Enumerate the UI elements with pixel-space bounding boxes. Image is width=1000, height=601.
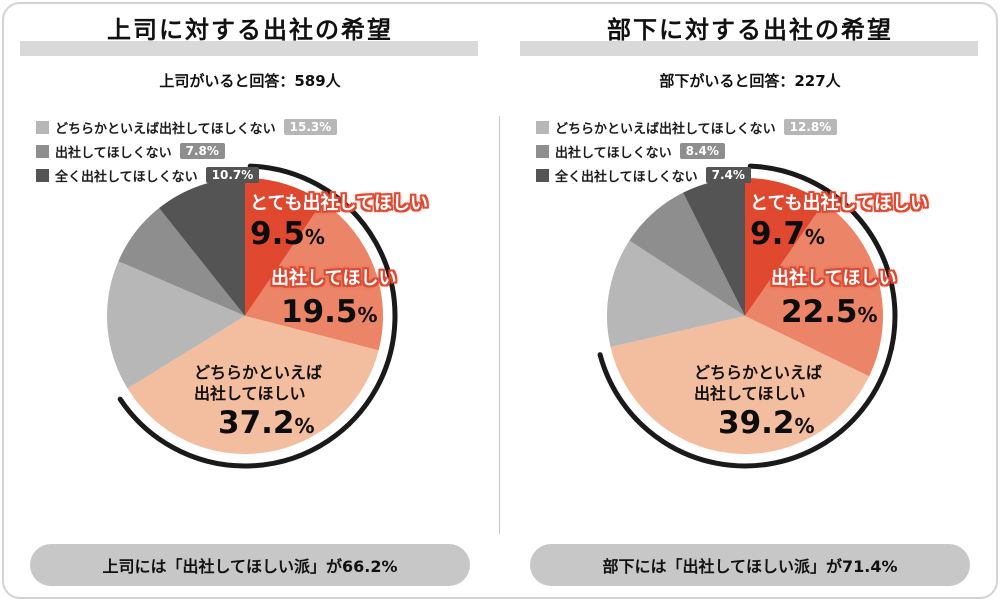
legend-item: 出社してほしくない 8.4% — [536, 143, 837, 161]
pie-slice — [159, 178, 245, 316]
summary-text: 上司には「出社してほしい派」が66.2% — [102, 557, 398, 576]
callout-value: 22.5% — [781, 294, 878, 330]
callout-label: 出社してほしい — [771, 268, 897, 289]
pie-slice — [607, 240, 745, 347]
legend-swatch — [536, 168, 549, 182]
legend-label: どちらかといえば出社してほしくない — [555, 121, 776, 137]
legend-chip: 7.8% — [179, 143, 225, 159]
pie-slice — [245, 201, 383, 351]
callout-want: 出社してほしい 22.5% — [771, 264, 896, 329]
legend-item: 出社してほしくない 7.8% — [36, 143, 337, 161]
callout-label: どちらかといえば 出社してほしい — [194, 363, 323, 403]
panel-title: 部下に対する出社の希望 — [607, 16, 893, 44]
callout-want: 出社してほしい 19.5% — [271, 264, 396, 329]
callout-value: 19.5% — [281, 294, 378, 330]
callout-value: 9.7% — [750, 216, 825, 252]
panel-title: 上司に対する出社の希望 — [107, 16, 393, 44]
legend-swatch — [536, 120, 549, 134]
legend-swatch — [36, 144, 49, 158]
callout-label: どちらかといえば 出社してほしい — [694, 363, 823, 403]
pie-slice — [745, 202, 884, 377]
majority-arc — [597, 163, 898, 469]
pie-slice — [127, 316, 379, 454]
chart-panel-supervisor: 上司に対する出社の希望 上司がいると回答：589人 どちらかといえば出社してほし… — [0, 10, 500, 586]
legend-swatch — [536, 144, 549, 158]
legend-swatch — [36, 168, 49, 182]
legend-chip: 7.4% — [705, 167, 751, 183]
callout-label: とても出社してほしい — [250, 193, 429, 214]
pie-chart — [106, 163, 398, 469]
callout-label: 出社してほしい — [271, 268, 397, 289]
legend-item: 全く出社してほしくない 10.7% — [36, 167, 337, 185]
callout-value: 37.2% — [218, 404, 315, 441]
majority-arc — [117, 163, 398, 469]
legend: どちらかといえば出社してほしくない 12.8% 出社してほしくない 8.4% 全… — [536, 119, 838, 191]
title-highlight-bar — [520, 41, 978, 56]
callout-somewhat-want: どちらかといえば 出社してほしい 37.2% — [194, 363, 322, 439]
legend-chip: 10.7% — [205, 167, 260, 183]
legend-chip: 12.8% — [783, 119, 838, 135]
legend-label: 全く出社してほしくない — [55, 169, 198, 185]
summary-text: 部下には「出社してほしい派」が71.4% — [602, 557, 898, 576]
legend: どちらかといえば出社してほしくない 15.3% 出社してほしくない 7.8% 全… — [36, 119, 338, 191]
callout-somewhat-want: どちらかといえば 出社してほしい 39.2% — [694, 363, 822, 439]
legend-item: どちらかといえば出社してほしくない 12.8% — [536, 119, 838, 137]
summary-pill: 部下には「出社してほしい派」が71.4% — [530, 544, 970, 586]
summary-pill: 上司には「出社してほしい派」が66.2% — [30, 544, 470, 586]
pie-slice — [629, 192, 745, 316]
legend-item: 全く出社してほしくない 7.4% — [536, 167, 837, 185]
callout-label: とても出社してほしい — [750, 193, 929, 214]
legend-label: 出社してほしくない — [55, 145, 172, 161]
callout-value: 39.2% — [718, 404, 815, 441]
panel-divider — [499, 116, 500, 534]
pie-slice — [245, 178, 323, 316]
pie-slice — [118, 208, 245, 316]
pie-slice — [106, 261, 245, 389]
respondent-count: 部下がいると回答：227人 — [659, 72, 841, 90]
panel-title-block: 部下に対する出社の希望 — [500, 10, 1000, 56]
pie-slice — [610, 316, 870, 454]
legend-item: どちらかといえば出社してほしくない 15.3% — [36, 119, 338, 137]
legend-swatch — [36, 120, 49, 134]
chart-panel-subordinate: 部下に対する出社の希望 部下がいると回答：227人 どちらかといえば出社してほし… — [500, 0, 1000, 601]
respondent-count: 上司がいると回答：589人 — [159, 72, 341, 90]
legend-label: 出社してほしくない — [555, 145, 672, 161]
pie-slice — [745, 178, 824, 316]
legend-label: 全く出社してほしくない — [555, 169, 698, 185]
legend-chip: 15.3% — [283, 119, 338, 135]
legend-label: どちらかといえば出社してほしくない — [55, 121, 276, 137]
pie-slice — [683, 178, 745, 316]
legend-chip: 8.4% — [679, 143, 725, 159]
panel-title-block: 上司に対する出社の希望 — [0, 10, 500, 56]
pie-chart — [597, 163, 898, 469]
callout-very-want: とても出社してほしい 9.5% — [250, 189, 428, 251]
callout-value: 9.5% — [250, 216, 325, 252]
callout-very-want: とても出社してほしい 9.7% — [750, 189, 928, 251]
title-highlight-bar — [20, 41, 478, 56]
